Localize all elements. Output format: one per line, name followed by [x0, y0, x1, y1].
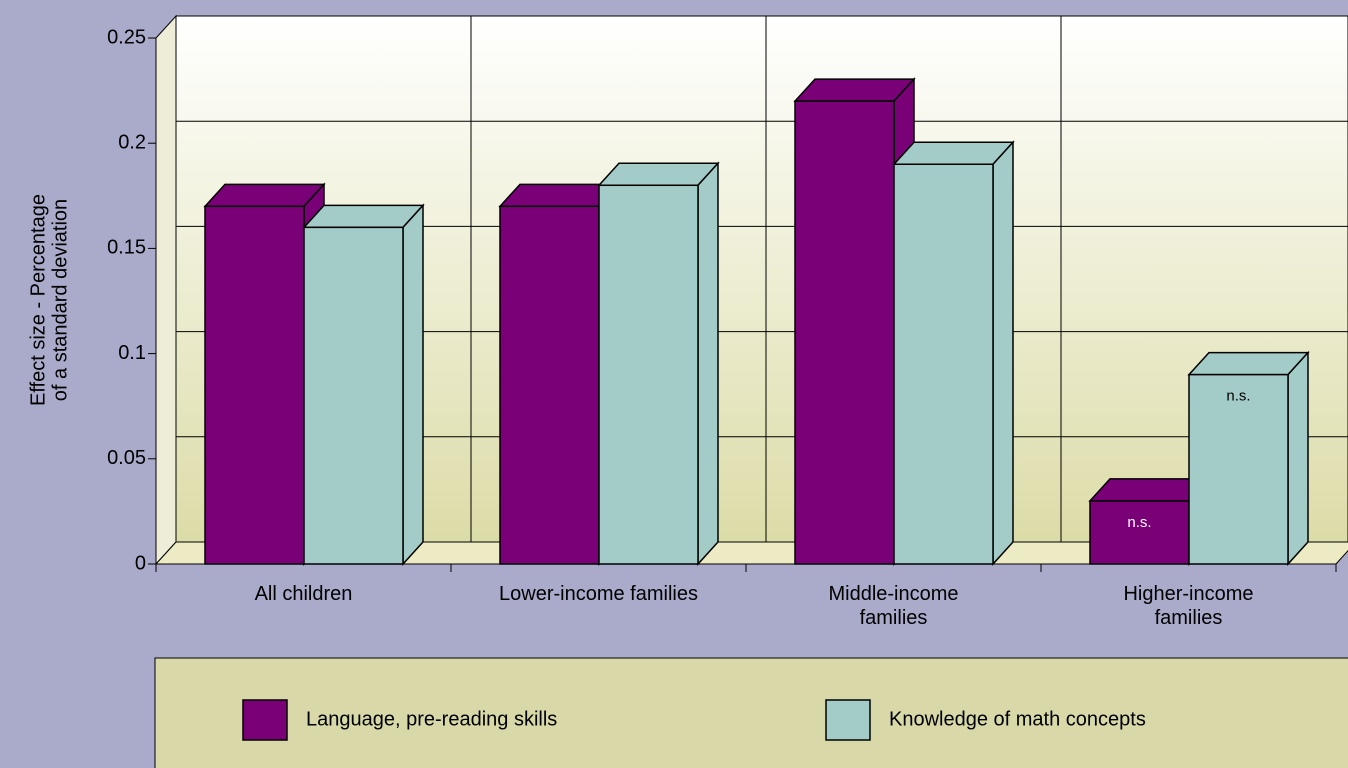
- bar-side: [992, 140, 1014, 566]
- legend-label: Language, pre-reading skills: [306, 708, 557, 730]
- x-tick-label: Middle-income families: [828, 583, 959, 629]
- side-wall: [155, 14, 177, 566]
- y-tick-label: 0.1: [118, 342, 146, 364]
- x-tick-label: Higher-income families: [1123, 583, 1254, 629]
- bar-side: [1287, 350, 1309, 566]
- y-axis-label-line: of a standard deviation: [49, 199, 71, 401]
- bar-side: [697, 161, 719, 566]
- bar-note: n.s.: [1226, 388, 1250, 405]
- bar: [1188, 373, 1289, 565]
- y-tick-label: 0.15: [107, 237, 146, 259]
- y-tick-label: 0.2: [118, 131, 146, 153]
- x-tick-label: All children: [254, 583, 353, 605]
- legend-box: [154, 657, 1348, 768]
- x-tick-label: Lower-income families: [499, 583, 698, 605]
- y-tick-label: 0: [135, 552, 146, 574]
- bar-side: [402, 203, 424, 566]
- y-tick-label: 0.05: [107, 447, 146, 469]
- legend-label: Knowledge of math concepts: [889, 708, 1146, 730]
- y-axis-label: Effect size - Percentage of a standard de…: [27, 194, 71, 406]
- bar: [204, 205, 305, 565]
- legend-swatch: [825, 699, 871, 741]
- bar: [499, 205, 600, 565]
- bar: [1089, 500, 1190, 565]
- y-axis-label-line: Effect size - Percentage: [27, 194, 49, 406]
- bar: [893, 163, 994, 565]
- bar: [303, 226, 404, 565]
- y-tick-label: 0.25: [107, 26, 146, 48]
- legend-swatch: [242, 699, 288, 741]
- bar-note: n.s.: [1127, 514, 1151, 531]
- bar: [794, 100, 895, 565]
- bar: [598, 184, 699, 565]
